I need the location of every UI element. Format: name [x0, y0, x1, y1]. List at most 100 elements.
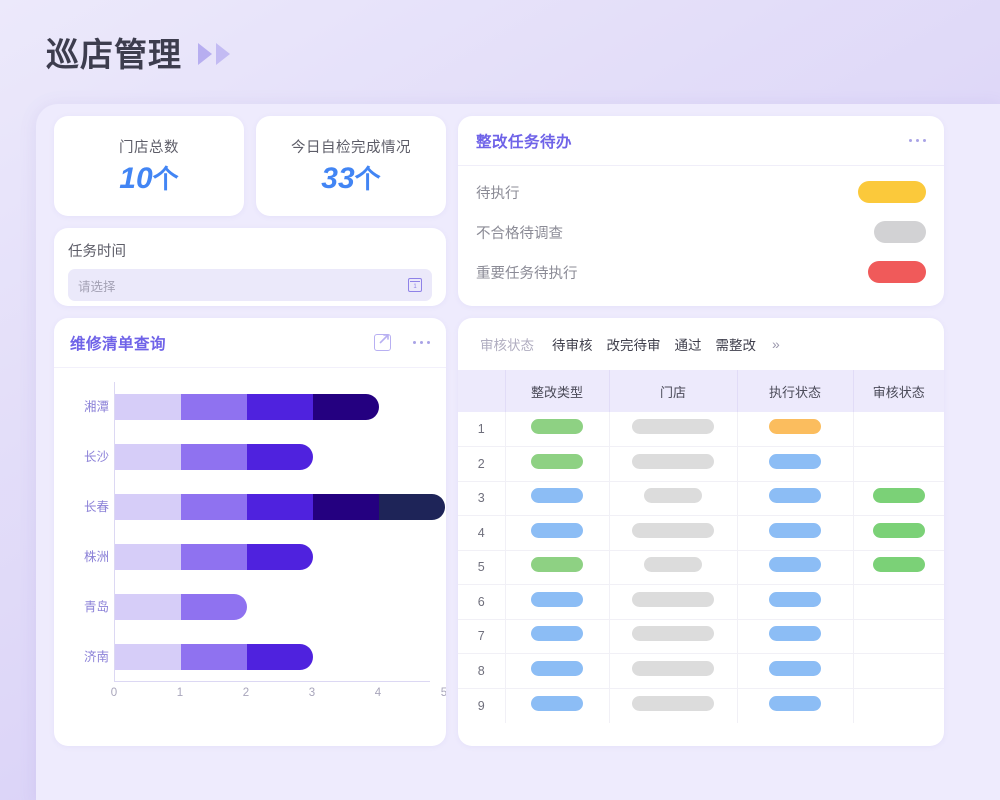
cell-type — [505, 619, 610, 654]
repair-list-chart-card: 维修清单查询 湘潭 长沙 长春 株洲 青岛 济南 0 1 2 3 4 5 — [54, 318, 446, 746]
task-time-placeholder: 请选择 — [78, 279, 116, 294]
x-axis-tick: 5 — [440, 687, 446, 699]
export-arrow-glyph — [379, 334, 389, 344]
status-badge — [644, 488, 702, 504]
bar-row[interactable]: 湘潭 — [84, 394, 379, 420]
col-header-exec-status[interactable]: 执行状态 — [737, 370, 854, 412]
chart-card-header: 维修清单查询 — [54, 318, 446, 368]
bar-category-label: 长春 — [83, 500, 109, 514]
bar-segment — [247, 644, 313, 670]
cell-audit-status — [853, 412, 944, 447]
filter-overflow-button[interactable]: » — [772, 336, 780, 352]
filter-bar: 审核状态 待审核 改完待审 通过 需整改 » — [458, 318, 944, 370]
todo-row[interactable]: 不合格待调查 — [476, 212, 926, 252]
status-badge — [632, 453, 714, 469]
filter-tab-3[interactable]: 需整改 — [715, 338, 757, 353]
cell-index: 5 — [458, 550, 506, 585]
stat-number: 33 — [321, 162, 355, 195]
cell-type — [505, 515, 610, 551]
table-row[interactable]: 4 — [458, 515, 944, 551]
cell-store — [609, 550, 738, 585]
status-badge — [769, 591, 821, 607]
table-row[interactable]: 8 — [458, 653, 944, 689]
calendar-icon[interactable] — [408, 278, 422, 292]
todo-row[interactable]: 重要任务待执行 — [476, 252, 926, 292]
status-badge — [632, 522, 714, 538]
bar-track — [115, 444, 313, 470]
todo-row-bar — [868, 261, 926, 283]
status-badge — [531, 695, 583, 711]
bar-segment — [247, 494, 313, 520]
stat-card-store-total[interactable]: 门店总数 10个 — [54, 116, 244, 216]
status-badge — [531, 453, 583, 469]
bar-segment — [181, 594, 247, 620]
bar-row[interactable]: 株洲 — [84, 544, 313, 570]
table-row[interactable]: 3 — [458, 481, 944, 516]
filter-tab-1[interactable]: 改完待审 — [606, 338, 661, 353]
page-title: 巡店管理 — [46, 36, 182, 73]
rectification-todo-card: 整改任务待办 待执行 不合格待调查 重要任务待执行 — [458, 116, 944, 306]
bar-row[interactable]: 济南 — [84, 644, 313, 670]
cell-store — [609, 619, 738, 654]
more-dots-icon[interactable] — [908, 138, 926, 143]
row-index-label: 5 — [477, 560, 485, 575]
status-badge — [531, 522, 583, 538]
table-row[interactable]: 9 — [458, 688, 944, 723]
double-triangle-right-icon — [198, 43, 230, 65]
status-badge — [632, 626, 714, 642]
cell-type — [505, 584, 610, 620]
filter-tab-0[interactable]: 待审核 — [552, 338, 593, 353]
todo-row-label: 不合格待调查 — [476, 225, 563, 242]
status-badge — [531, 488, 583, 504]
cell-store — [609, 481, 738, 516]
bar-segment — [247, 444, 313, 470]
chart-card-actions — [373, 334, 430, 351]
bar-category-label: 株洲 — [83, 550, 109, 564]
cell-exec-status — [737, 515, 854, 551]
status-badge — [769, 626, 821, 642]
status-badge — [632, 591, 714, 607]
bar-track — [115, 494, 445, 520]
bar-row[interactable]: 长沙 — [84, 444, 313, 470]
cell-store — [609, 584, 738, 620]
todo-row[interactable]: 待执行 — [476, 172, 926, 212]
share-export-icon[interactable] — [373, 334, 391, 351]
todo-row-bar — [874, 221, 926, 243]
task-time-input[interactable]: 请选择 — [68, 269, 432, 301]
status-badge — [769, 488, 821, 504]
bar-segment — [247, 544, 313, 570]
bar-segment — [115, 494, 181, 520]
table-row[interactable]: 6 — [458, 584, 944, 620]
status-badge — [872, 557, 925, 573]
row-index-label: 7 — [477, 629, 485, 644]
task-time-label: 任务时间 — [68, 244, 126, 260]
cell-type — [505, 412, 610, 447]
bar-category-label: 长沙 — [83, 450, 109, 464]
table-row[interactable]: 5 — [458, 550, 944, 585]
col-header-type[interactable]: 整改类型 — [505, 370, 610, 412]
col-header-store[interactable]: 门店 — [609, 370, 738, 412]
cell-exec-status — [737, 550, 854, 585]
col-header-audit-status[interactable]: 审核状态 — [853, 370, 944, 412]
bar-row[interactable]: 青岛 — [84, 594, 247, 620]
data-table: 整改类型 门店 执行状态 审核状态 1 2 3 4 5 6 7 8 9 — [458, 370, 944, 723]
bar-category-label: 湘潭 — [83, 400, 109, 414]
cell-index: 7 — [458, 619, 506, 654]
todo-list: 待执行不合格待调查重要任务待执行 — [458, 166, 944, 292]
stat-card-today-selfcheck[interactable]: 今日自检完成情况 33个 — [256, 116, 446, 216]
bar-row[interactable]: 长春 — [84, 494, 445, 520]
row-index-label: 4 — [477, 525, 485, 540]
more-dots-icon[interactable] — [412, 340, 430, 345]
bar-segment — [247, 394, 313, 420]
filter-tab-2[interactable]: 通过 — [674, 338, 702, 353]
status-badge — [872, 522, 925, 538]
cell-index: 2 — [458, 446, 506, 482]
table-row[interactable]: 1 — [458, 412, 944, 447]
triangle-right-icon — [216, 43, 230, 65]
bar-track — [115, 594, 247, 620]
status-badge — [531, 557, 583, 573]
status-badge — [769, 695, 821, 711]
table-row[interactable]: 2 — [458, 446, 944, 482]
col-header-index[interactable] — [458, 370, 506, 412]
table-row[interactable]: 7 — [458, 619, 944, 654]
